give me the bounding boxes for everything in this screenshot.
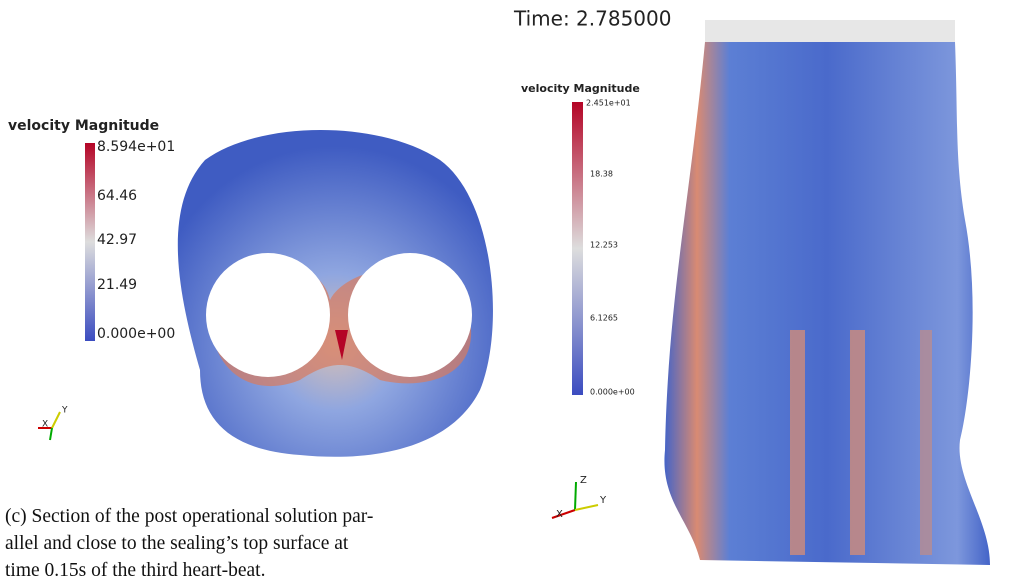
colorbar-label: 0.000e+00	[590, 388, 635, 397]
colorbar-label: 12.253	[590, 241, 618, 250]
colorbar-label: 18.38	[590, 170, 613, 179]
jet	[790, 330, 805, 555]
jet	[920, 330, 932, 555]
colorbar-title: velocity Magnitude	[8, 118, 159, 134]
axis-label: X	[42, 420, 48, 430]
hole	[348, 253, 472, 377]
axis-label: Y	[61, 406, 68, 416]
caption-line: time 0.15s of the third heart-beat.	[5, 560, 265, 581]
page: velocity Magnitude 8.594e+01 64.46 42.97…	[0, 0, 1009, 581]
colorbar	[85, 143, 95, 341]
colorbar-label: 64.46	[97, 188, 137, 204]
flow-domain	[664, 42, 990, 565]
figure: velocity Magnitude 8.594e+01 64.46 42.97…	[0, 0, 1009, 581]
hole	[206, 253, 330, 377]
axis-arrow	[575, 505, 598, 510]
colorbar-label: 8.594e+01	[97, 139, 175, 155]
colorbar	[572, 102, 583, 395]
axis-arrow	[50, 428, 52, 440]
axis-arrow	[52, 412, 60, 428]
colorbar-label: 42.97	[97, 232, 137, 248]
axis-label: X	[556, 509, 563, 520]
time-label: Time: 2.785000	[513, 7, 671, 31]
colorbar-label: 21.49	[97, 277, 137, 293]
colorbar-label: 0.000e+00	[97, 326, 175, 342]
caption-line: allel and close to the sealing’s top sur…	[5, 533, 348, 555]
colorbar-label: 6.1265	[590, 314, 618, 323]
caption-line: (c) Section of the post operational solu…	[5, 506, 373, 528]
axis-arrow	[575, 482, 576, 510]
axis-label: Z	[580, 475, 587, 486]
jet	[850, 330, 865, 555]
outflow-arrows	[705, 20, 955, 42]
axis-label: Y	[599, 495, 607, 506]
colorbar-title: velocity Magnitude	[521, 82, 640, 95]
colorbar-label: 2.451e+01	[586, 99, 631, 108]
